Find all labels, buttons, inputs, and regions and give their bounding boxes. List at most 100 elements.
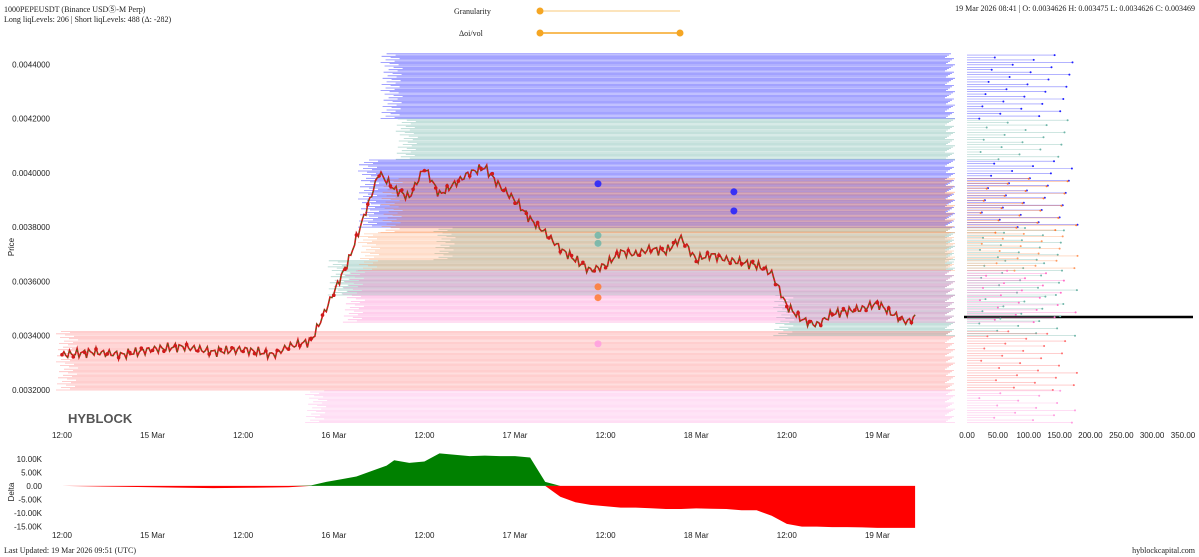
source-credit: hyblockcapital.com xyxy=(1132,546,1195,555)
oi-vol-label: Δoi/vol xyxy=(459,29,483,38)
profile-dot-8-18 xyxy=(1024,277,1026,280)
profile-dot-4-8 xyxy=(1040,274,1043,277)
profile-dot-4-2 xyxy=(1075,289,1078,292)
granularity-handle[interactable] xyxy=(536,7,544,15)
profile-dot-6-13 xyxy=(982,199,985,202)
profile-dot-0-19 xyxy=(1029,71,1032,74)
price-candle xyxy=(739,261,744,266)
profile-dot-0-9 xyxy=(1023,95,1026,98)
profile-dot-6-22 xyxy=(1027,177,1030,180)
price-xtick-label: 16 Mar xyxy=(321,431,346,440)
price-candle xyxy=(490,171,495,176)
liq-marker-1 xyxy=(730,207,738,215)
oi-vol-handle-high[interactable] xyxy=(676,29,684,37)
profile-dot-9-22 xyxy=(986,335,989,338)
delta-xtick-label: 12:00 xyxy=(777,531,798,540)
profile-dot-6-17 xyxy=(1024,190,1027,192)
profile-dot-0-3 xyxy=(1059,110,1062,113)
delta-xtick-label: 12:00 xyxy=(414,531,435,540)
profile-dot-10-5 xyxy=(1074,409,1076,412)
price-candle xyxy=(705,251,710,255)
price-candle xyxy=(717,253,721,258)
profile-dot-9-18 xyxy=(1043,345,1046,347)
profile-dot-2-22 xyxy=(1049,172,1052,175)
profile-dot-9-10 xyxy=(1058,364,1060,367)
profile-dot-9-4 xyxy=(995,379,997,382)
profile-dot-5-4 xyxy=(1017,324,1020,327)
price-candle xyxy=(82,350,87,355)
price-candle xyxy=(116,355,121,360)
price-xtick-label: 17 Mar xyxy=(503,431,528,440)
price-candle xyxy=(196,349,200,353)
profile-dot-3-10 xyxy=(1041,234,1044,237)
profile-dot-0-7 xyxy=(1002,100,1005,103)
profile-dot-9-16 xyxy=(1022,349,1025,352)
oi-vol-handle-low[interactable] xyxy=(536,29,544,37)
price-candle xyxy=(71,355,76,359)
profile-dot-7-6 xyxy=(1076,254,1079,257)
delta-xtick-label: 12:00 xyxy=(596,531,617,540)
profile-dot-0-1 xyxy=(1038,115,1041,118)
liq-marker-5 xyxy=(594,283,602,291)
liq-marker-0 xyxy=(594,180,602,188)
profile-dot-8-4 xyxy=(1074,311,1077,314)
profile-dot-0-24 xyxy=(1032,58,1035,61)
profile-dot-6-21 xyxy=(1066,180,1069,183)
price-candle xyxy=(581,260,585,265)
price-ytick-label: 0.0034000 xyxy=(12,332,50,341)
profile-dot-1-14 xyxy=(1045,124,1048,127)
profile-dot-0-15 xyxy=(987,80,990,83)
profile-dot-4-5 xyxy=(1058,281,1060,284)
ohlc-readout: 19 Mar 2026 08:41 | O: 0.0034626 H: 0.00… xyxy=(955,4,1195,13)
price-candle xyxy=(309,336,313,341)
granularity-slider[interactable] xyxy=(536,7,681,15)
profile-dot-7-1 xyxy=(1073,267,1076,270)
profile-dot-1-9 xyxy=(1042,136,1045,139)
delta-xtick-label: 19 Mar xyxy=(865,531,890,540)
delta-xtick-label: 12:00 xyxy=(233,531,254,540)
price-candle xyxy=(558,250,563,254)
profile-dot-6-3 xyxy=(1075,224,1078,227)
profile-dot-9-13 xyxy=(1040,357,1043,360)
profile-dot-6-1 xyxy=(1054,229,1057,232)
price-candle xyxy=(230,346,234,350)
price-candle xyxy=(683,244,687,248)
oi-vol-slider[interactable] xyxy=(536,29,684,37)
price-plot: 0.0032000 0.0034000 0.0036000 0.0038000 0.00… xyxy=(12,53,1193,440)
profile-dot-6-10 xyxy=(1000,207,1003,210)
profile-dot-8-2 xyxy=(1053,316,1056,319)
profile-dot-2-25 xyxy=(1032,165,1034,168)
profile-dot-9-12 xyxy=(980,359,983,362)
profile-dot-0-13 xyxy=(1065,85,1068,88)
profile-dot-5-9 xyxy=(1020,312,1023,315)
price-candle xyxy=(853,308,857,312)
profile-dot-10-2 xyxy=(993,416,996,419)
profile-dot-10-1 xyxy=(1032,419,1034,422)
profile-xtick-label: 350.00 xyxy=(1171,431,1196,440)
profile-xtick-label: 250.00 xyxy=(1109,431,1134,440)
profile-dot-9-7 xyxy=(1075,371,1078,374)
price-candle xyxy=(433,186,438,190)
liq-marker-7 xyxy=(594,340,602,348)
profile-dot-0-21 xyxy=(1050,66,1053,69)
price-candle xyxy=(649,249,653,253)
price-xtick-label: 19 Mar xyxy=(865,431,890,440)
profile-dot-1-16 xyxy=(1066,119,1069,122)
profile-xtick-label: 100.00 xyxy=(1016,431,1041,440)
price-candle xyxy=(830,312,834,316)
price-candle xyxy=(479,166,483,171)
price-candle xyxy=(332,293,336,298)
profile-dot-5-10 xyxy=(981,310,984,313)
profile-dot-8-5 xyxy=(1035,308,1038,311)
profile-dot-0-8 xyxy=(1062,98,1065,100)
price-candle xyxy=(252,351,257,356)
profile-dot-6-15 xyxy=(1003,194,1006,197)
price-candle xyxy=(864,308,868,313)
profile-dot-0-0 xyxy=(978,117,981,120)
profile-dot-0-11 xyxy=(1044,90,1047,93)
profile-dot-4-0 xyxy=(1054,294,1057,296)
profile-dot-5-6 xyxy=(1038,320,1041,323)
profile-dot-5-8 xyxy=(1059,315,1062,318)
profile-dot-4-3 xyxy=(1037,286,1039,289)
